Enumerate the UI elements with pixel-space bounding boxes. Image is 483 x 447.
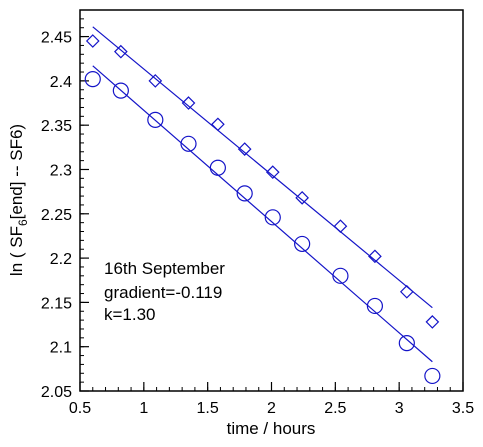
y-tick-label: 2.1 bbox=[50, 340, 72, 357]
diamond-point bbox=[211, 117, 225, 132]
diamond-point bbox=[85, 34, 100, 48]
x-tick-label: 2.5 bbox=[324, 400, 346, 417]
circle-point bbox=[209, 159, 226, 176]
diamond-point bbox=[114, 44, 128, 59]
y-axis-title: ln ( SF6[end] -- SF6) bbox=[7, 124, 30, 276]
y-axis-title-rest: [end] -- SF6) bbox=[7, 124, 26, 219]
y-axis-title-main: ln ( SF bbox=[7, 226, 26, 276]
x-tick-label: 3 bbox=[395, 400, 404, 417]
x-tick-label: 2 bbox=[267, 400, 276, 417]
circle-point bbox=[264, 209, 281, 226]
diamond-point bbox=[237, 142, 252, 156]
diamond-point bbox=[295, 190, 309, 205]
y-tick-label: 2.4 bbox=[50, 74, 72, 91]
y-axis-title-subscript: 6 bbox=[16, 219, 30, 226]
circle-point bbox=[112, 82, 129, 99]
circle-point bbox=[294, 235, 311, 253]
y-tick-label: 2.25 bbox=[41, 207, 72, 224]
x-axis: 0.5 1 1.5 2 2.5 3 3.5 bbox=[69, 382, 474, 417]
circle-point bbox=[147, 111, 164, 128]
diamond-point bbox=[265, 165, 280, 179]
diamond-point bbox=[425, 315, 440, 329]
circle-point bbox=[180, 135, 197, 152]
x-tick-label: 0.5 bbox=[69, 400, 91, 417]
circle-point bbox=[236, 185, 253, 202]
y-tick-label: 2.45 bbox=[41, 30, 72, 47]
diamond-point bbox=[181, 96, 196, 110]
circle-point bbox=[366, 297, 384, 315]
circle-point bbox=[398, 335, 415, 352]
circle-point bbox=[332, 267, 349, 284]
annotation-k: k=1.30 bbox=[104, 305, 156, 324]
y-tick-label: 2.3 bbox=[50, 162, 72, 179]
annotation-date: 16th September bbox=[104, 259, 225, 278]
y-tick-label: 2.05 bbox=[41, 384, 72, 401]
diamond-point bbox=[399, 284, 414, 299]
y-tick-label: 2.2 bbox=[50, 251, 72, 268]
plot-frame bbox=[79, 9, 464, 392]
circle-point bbox=[424, 367, 441, 385]
y-axis: 2.05 2.1 2.15 2.2 2.25 2.3 2.35 2.4 2.45 bbox=[41, 18, 89, 401]
x-tick-label: 1 bbox=[139, 400, 148, 417]
diamond-point bbox=[148, 74, 163, 88]
diamond-point bbox=[368, 249, 382, 264]
circle-point bbox=[84, 71, 101, 88]
y-tick-label: 2.35 bbox=[41, 118, 72, 135]
diamond-point bbox=[333, 219, 348, 234]
x-tick-label: 3.5 bbox=[452, 400, 474, 417]
x-axis-title: time / hours bbox=[227, 419, 316, 438]
x-tick-label: 1.5 bbox=[197, 400, 219, 417]
annotation-gradient: gradient=-0.119 bbox=[104, 283, 222, 302]
data-markers bbox=[84, 34, 441, 385]
y-tick-label: 2.15 bbox=[41, 295, 72, 312]
